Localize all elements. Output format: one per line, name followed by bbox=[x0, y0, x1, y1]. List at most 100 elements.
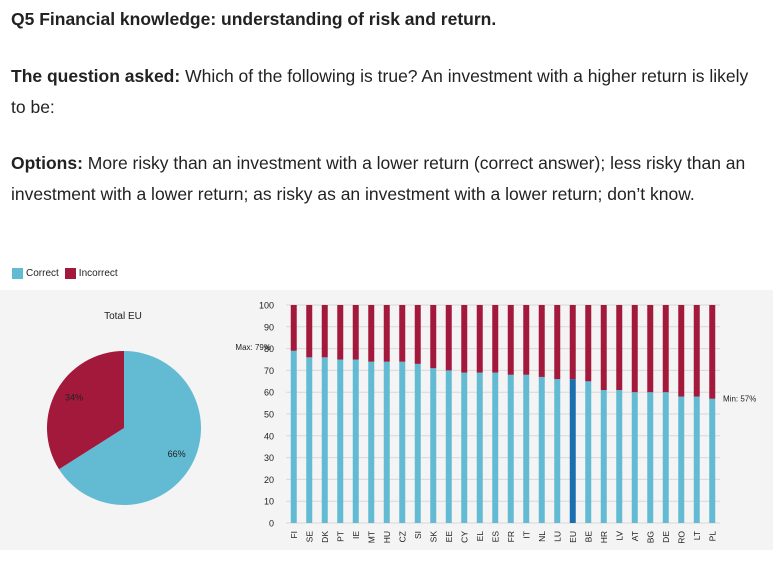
y-tick-label: 20 bbox=[264, 475, 274, 485]
options-text: More risky than an investment with a low… bbox=[11, 153, 746, 204]
max-annotation: Max: 79% bbox=[235, 343, 271, 352]
bar-correct-bg bbox=[647, 392, 654, 523]
x-tick-label-ee: EE bbox=[444, 531, 454, 543]
bar-correct-de bbox=[662, 392, 669, 523]
bar-incorrect-cy bbox=[461, 305, 468, 373]
y-tick-label: 10 bbox=[264, 497, 274, 507]
x-tick-label-pl: PL bbox=[707, 531, 717, 542]
x-tick-label-nl: NL bbox=[537, 531, 547, 542]
question-paragraph: The question asked: Which of the followi… bbox=[11, 61, 763, 123]
x-tick-label-es: ES bbox=[490, 531, 500, 543]
bar-incorrect-ee bbox=[445, 305, 452, 371]
bar-correct-eu bbox=[569, 379, 576, 523]
y-tick-label: 70 bbox=[264, 366, 274, 376]
x-tick-label-lu: LU bbox=[552, 531, 562, 542]
y-tick-label: 60 bbox=[264, 388, 274, 398]
x-tick-label-si: SI bbox=[413, 531, 423, 539]
bar-correct-fr bbox=[507, 374, 514, 523]
bar-incorrect-pl bbox=[709, 305, 716, 399]
bar-correct-at bbox=[631, 392, 638, 523]
bar-correct-cy bbox=[461, 372, 468, 523]
bar-correct-es bbox=[492, 372, 499, 523]
bar-incorrect-de bbox=[662, 305, 669, 393]
y-tick-label: 50 bbox=[264, 410, 274, 420]
x-tick-label-at: AT bbox=[630, 531, 640, 541]
bar-incorrect-mt bbox=[368, 305, 375, 362]
question-label: The question asked: bbox=[11, 66, 181, 86]
x-tick-label-bg: BG bbox=[645, 531, 655, 543]
bar-correct-lt bbox=[693, 396, 700, 523]
legend-swatch-incorrect bbox=[64, 268, 76, 279]
bar-correct-lv bbox=[616, 390, 623, 523]
x-tick-label-dk: DK bbox=[320, 531, 330, 543]
x-tick-label-lt: LT bbox=[692, 531, 702, 540]
x-tick-label-fr: FR bbox=[506, 531, 516, 542]
y-tick-label: 100 bbox=[259, 301, 274, 311]
bar-incorrect-fr bbox=[507, 305, 514, 375]
y-tick-label: 80 bbox=[264, 344, 274, 354]
x-tick-label-sk: SK bbox=[428, 531, 438, 543]
min-annotation: Min: 57% bbox=[723, 395, 756, 404]
options-label: Options: bbox=[11, 153, 83, 173]
bar-incorrect-el bbox=[476, 305, 483, 373]
x-tick-label-it: IT bbox=[521, 531, 531, 539]
bar-incorrect-si bbox=[414, 305, 421, 364]
bar-incorrect-es bbox=[492, 305, 499, 373]
options-paragraph: Options: More risky than an investment w… bbox=[11, 148, 763, 210]
legend-swatch-correct bbox=[12, 268, 23, 279]
bar-correct-sk bbox=[430, 368, 437, 523]
bar-correct-mt bbox=[368, 361, 375, 523]
bar-incorrect-nl bbox=[538, 305, 545, 377]
pie-value-label-correct: 66% bbox=[168, 449, 186, 459]
pie-chart: Total EU 66% 34% bbox=[47, 311, 201, 505]
x-tick-label-lv: LV bbox=[614, 531, 624, 541]
y-tick-label: 40 bbox=[264, 431, 274, 441]
bar-incorrect-fi bbox=[290, 305, 297, 351]
bar-incorrect-lv bbox=[616, 305, 623, 391]
bar-incorrect-ro bbox=[678, 305, 685, 397]
bar-incorrect-lu bbox=[554, 305, 561, 380]
bar-correct-el bbox=[476, 372, 483, 523]
bar-correct-it bbox=[523, 374, 530, 523]
chart-legend: Correct Incorrect bbox=[12, 268, 124, 279]
bar-correct-hu bbox=[383, 361, 390, 523]
page-heading: Q5 Financial knowledge: understanding of… bbox=[11, 9, 497, 29]
bar-incorrect-sk bbox=[430, 305, 437, 369]
bar-correct-se bbox=[306, 357, 313, 523]
bar-correct-pt bbox=[337, 359, 344, 523]
bar-incorrect-eu bbox=[569, 305, 576, 380]
bar-incorrect-at bbox=[631, 305, 638, 393]
bar-incorrect-pt bbox=[337, 305, 344, 360]
x-tick-label-fi: FI bbox=[289, 531, 299, 539]
x-tick-label-mt: MT bbox=[366, 531, 376, 543]
x-tick-label-cy: CY bbox=[459, 531, 469, 543]
bar-incorrect-bg bbox=[647, 305, 654, 393]
bar-incorrect-ie bbox=[352, 305, 359, 360]
bar-incorrect-cz bbox=[399, 305, 406, 362]
bar-correct-nl bbox=[538, 376, 545, 523]
legend-item-incorrect: Incorrect bbox=[64, 268, 118, 279]
legend-label-correct: Correct bbox=[26, 268, 59, 279]
pie-title: Total EU bbox=[104, 311, 142, 322]
x-tick-label-be: BE bbox=[583, 531, 593, 543]
x-tick-label-pt: PT bbox=[335, 531, 345, 542]
legend-label-incorrect: Incorrect bbox=[78, 268, 118, 279]
bar-incorrect-lt bbox=[693, 305, 700, 397]
bar-correct-cz bbox=[399, 361, 406, 523]
x-tick-label-ie: IE bbox=[351, 531, 361, 539]
bar-correct-hr bbox=[600, 390, 607, 523]
bar-correct-lu bbox=[554, 379, 561, 523]
x-tick-label-eu: EU bbox=[568, 531, 578, 543]
x-tick-label-el: EL bbox=[475, 531, 485, 542]
bar-incorrect-se bbox=[306, 305, 313, 358]
bar-correct-si bbox=[414, 363, 421, 523]
bar-correct-be bbox=[585, 381, 592, 523]
bar-correct-fi bbox=[290, 350, 297, 523]
bar-correct-ee bbox=[445, 370, 452, 523]
x-tick-label-se: SE bbox=[304, 531, 314, 543]
bar-correct-pl bbox=[709, 398, 716, 523]
bar-correct-ie bbox=[352, 359, 359, 523]
bar-correct-ro bbox=[678, 396, 685, 523]
x-tick-label-de: DE bbox=[661, 531, 671, 543]
x-tick-label-ro: RO bbox=[676, 531, 686, 544]
